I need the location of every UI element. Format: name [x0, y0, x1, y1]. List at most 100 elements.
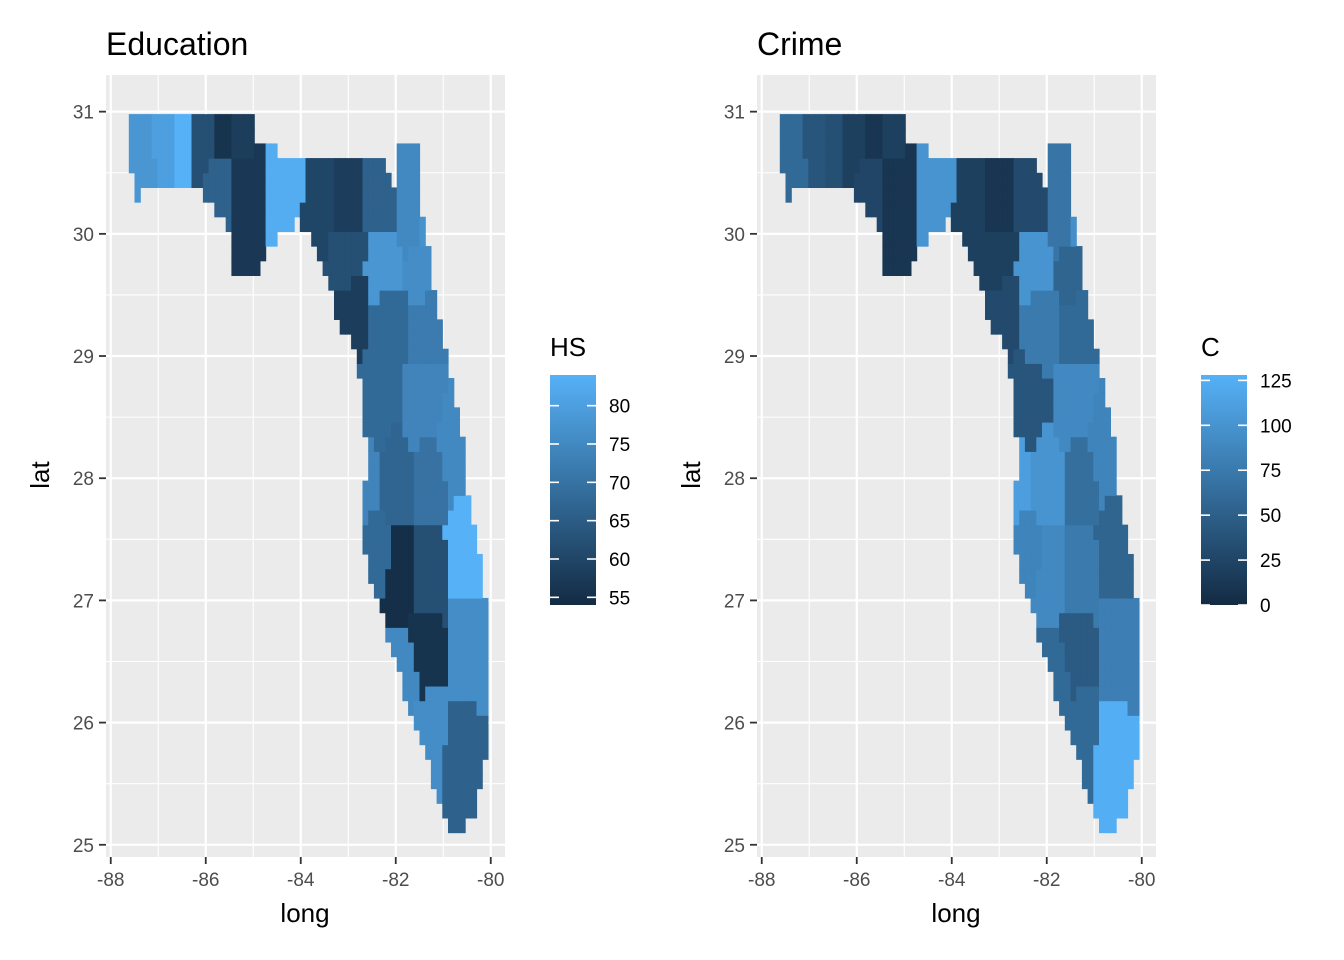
county-cell: [197, 158, 204, 174]
county-cell: [231, 231, 238, 247]
county-cell: [1053, 641, 1060, 658]
county-cell: [1036, 583, 1043, 599]
county-cell: [373, 583, 381, 599]
county-cell: [1081, 407, 1089, 423]
legend-tick-label: 0: [1260, 596, 1271, 617]
county-cell: [996, 172, 1003, 189]
county-cell: [1059, 172, 1066, 189]
county-cell: [391, 495, 398, 511]
county-cell: [396, 568, 403, 584]
county-cell: [328, 202, 335, 218]
county-cell: [476, 773, 483, 790]
county-cell: [1110, 495, 1117, 511]
county-cell: [465, 803, 472, 819]
county-cell: [1081, 451, 1089, 467]
county-cell: [1059, 334, 1066, 350]
legend-tick-label: 50: [1260, 506, 1281, 527]
county-cell: [140, 128, 147, 145]
county-cell: [448, 788, 455, 804]
county-cell: [814, 143, 821, 159]
county-cell: [1036, 187, 1043, 203]
county-cell: [1053, 466, 1060, 482]
county-cell: [1110, 553, 1117, 570]
county-cell: [408, 304, 415, 320]
county-cell: [356, 202, 364, 218]
county-cell: [1087, 597, 1094, 614]
county-cell: [413, 583, 421, 599]
county-cell: [1024, 466, 1032, 482]
x-axis-title: long: [931, 898, 980, 928]
county-cell: [1127, 671, 1134, 687]
county-cell: [254, 216, 261, 232]
county-cell: [396, 597, 403, 614]
county-cell: [1076, 480, 1083, 496]
county-cell: [254, 231, 261, 247]
county-cell: [459, 817, 466, 834]
county-cell: [1059, 671, 1066, 687]
county-cell: [402, 685, 409, 702]
county-cell: [385, 553, 392, 570]
county-cell: [448, 422, 455, 438]
county-cell: [1024, 495, 1032, 511]
county-cell: [1013, 275, 1020, 291]
county-cell: [910, 172, 918, 189]
county-cell: [402, 671, 409, 687]
county-cell: [328, 187, 335, 203]
county-cell: [379, 304, 386, 320]
county-cell: [436, 348, 443, 364]
county-cell: [436, 334, 443, 350]
county-cell: [876, 172, 883, 189]
county-cell: [379, 275, 386, 291]
county-cell: [442, 363, 449, 379]
county-cell: [362, 319, 369, 335]
county-cell: [1047, 334, 1054, 350]
county-cell: [973, 187, 980, 203]
county-cell: [1116, 568, 1123, 584]
county-cell: [231, 246, 238, 262]
county-cell: [430, 290, 438, 306]
county-cell: [916, 202, 923, 218]
county-cell: [373, 187, 381, 203]
county-cell: [237, 187, 244, 203]
county-cell: [1019, 568, 1026, 584]
county-cell: [413, 216, 421, 232]
county-cell: [202, 187, 210, 203]
county-cell: [430, 773, 438, 790]
county-cell: [1047, 451, 1054, 467]
county-cell: [1064, 392, 1072, 408]
legend-tick-label: 25: [1260, 551, 1281, 572]
x-tick-label: -84: [287, 870, 315, 891]
county-cell: [1087, 685, 1094, 702]
county-cell: [1013, 290, 1020, 306]
county-cell: [396, 583, 403, 599]
county-cell: [1064, 187, 1072, 203]
county-cell: [1019, 304, 1026, 320]
county-cell: [1116, 612, 1123, 628]
county-cell: [373, 363, 381, 379]
county-cell: [436, 392, 443, 408]
county-cell: [482, 744, 489, 760]
county-cell: [419, 378, 426, 394]
county-cell: [1127, 744, 1134, 760]
county-cell: [385, 290, 392, 306]
county-cell: [1116, 671, 1123, 687]
county-cell: [391, 568, 398, 584]
county-cell: [425, 319, 432, 335]
county-cell: [362, 509, 369, 526]
county-cell: [1116, 759, 1123, 775]
county-cell: [1133, 641, 1140, 658]
county-cell: [1070, 422, 1077, 438]
county-cell: [402, 187, 409, 203]
county-cell: [459, 671, 466, 687]
county-cell: [1007, 246, 1015, 262]
county-cell: [373, 334, 381, 350]
county-cell: [459, 553, 466, 570]
county-cell: [288, 202, 295, 218]
county-cell: [1030, 583, 1037, 599]
county-cell: [905, 202, 912, 218]
county-cell: [334, 260, 341, 276]
county-cell: [311, 187, 318, 203]
county-cell: [430, 363, 438, 379]
county-cell: [1024, 509, 1032, 526]
county-cell: [379, 334, 386, 350]
